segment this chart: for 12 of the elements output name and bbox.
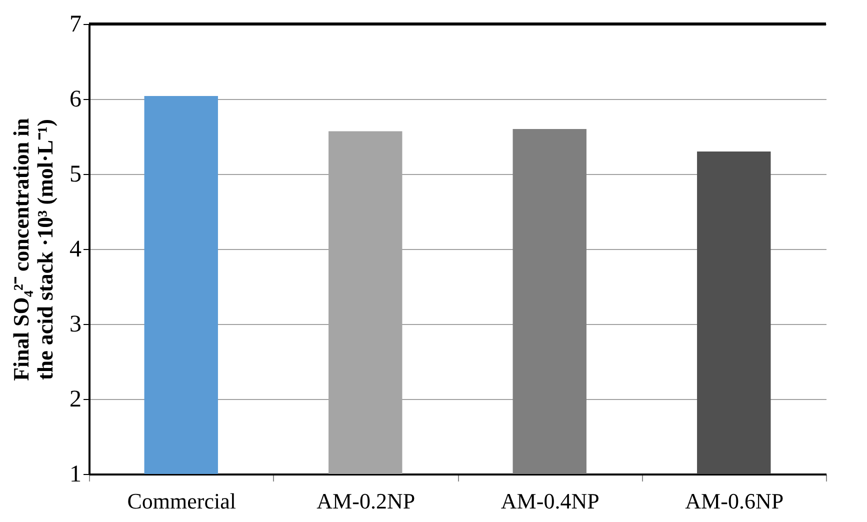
- y-tick-label: 2: [70, 386, 82, 412]
- y-tick-label: 1: [70, 462, 82, 488]
- y-tick-label: 5: [70, 162, 82, 188]
- y-tick-label: 7: [70, 12, 82, 38]
- x-tick-label: Commercial: [127, 488, 236, 514]
- x-tick-label: AM-0.2NP: [316, 488, 416, 514]
- y-tick-label: 4: [70, 236, 82, 262]
- y-tick-label: 6: [70, 86, 82, 112]
- y-axis-title: Final SO₄²⁻ concentration in the acid stack ·10³ (mol·L⁻¹): [8, 118, 58, 381]
- y-tick-label: 3: [70, 312, 82, 338]
- x-tick-label: AM-0.4NP: [500, 488, 600, 514]
- x-tick-label: AM-0.6NP: [685, 488, 784, 514]
